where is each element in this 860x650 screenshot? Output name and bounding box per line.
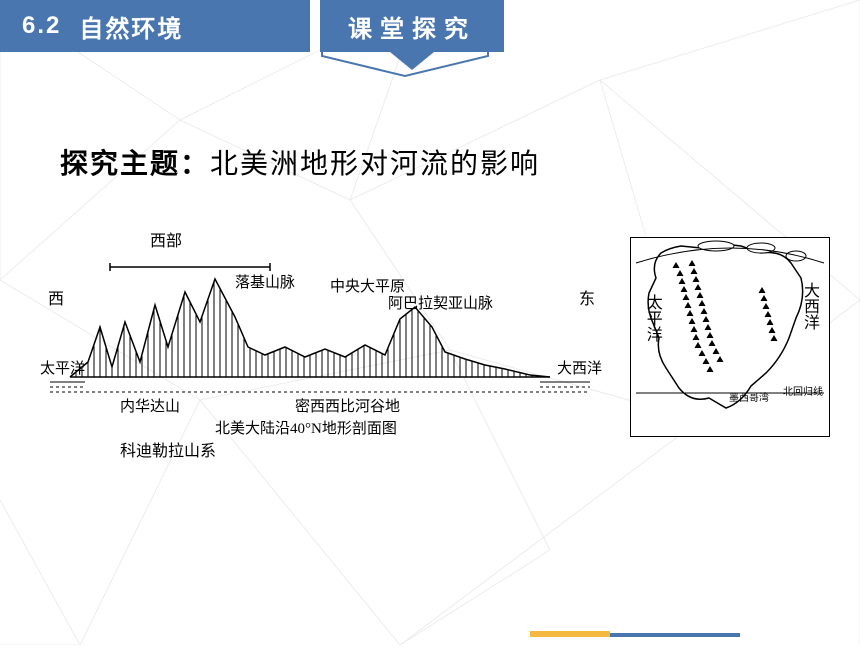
feature-nevada: 内华达山 xyxy=(120,395,180,416)
section-number: 6.2 xyxy=(22,12,61,40)
section-title: 自然环境 xyxy=(79,9,183,44)
header-section: 6.2 自然环境 xyxy=(0,0,310,52)
north-america-map: 太平洋 大西洋 墨西哥湾 北回归线 xyxy=(630,237,830,437)
header-bar: 6.2 自然环境 课堂探究 xyxy=(0,0,860,52)
profile-diagram: 西部 科迪勒拉山系 西 东 太平洋 大西洋 落基山脉 中央大平原 阿巴拉契亚山脉… xyxy=(40,227,610,437)
region-sub-label: 科迪勒拉山系 xyxy=(120,437,216,461)
feature-appalachian: 阿巴拉契亚山脉 xyxy=(388,292,493,313)
accent-yellow xyxy=(530,631,610,637)
map-tropic: 北回归线 xyxy=(783,383,823,398)
accent-blue xyxy=(610,633,740,637)
map-pacific: 太平洋 xyxy=(637,294,666,342)
direction-west: 西 xyxy=(48,285,64,309)
feature-mississippi: 密西西比河谷地 xyxy=(295,395,400,416)
badge-text: 课堂探究 xyxy=(348,9,476,44)
direction-east: 东 xyxy=(579,285,595,309)
map-gulf: 墨西哥湾 xyxy=(729,389,769,404)
region-top-label: 西部 xyxy=(150,227,182,251)
header-badge: 课堂探究 xyxy=(320,0,504,52)
ocean-pacific: 太平洋 xyxy=(40,357,85,378)
footer-accent xyxy=(530,631,740,637)
ocean-atlantic: 大西洋 xyxy=(557,357,602,378)
topic-text: 北美洲地形对河流的影响 xyxy=(210,148,540,179)
topic-label: 探究主题： xyxy=(60,148,210,179)
feature-rocky: 落基山脉 xyxy=(235,271,295,292)
map-atlantic: 大西洋 xyxy=(794,282,823,330)
profile-caption: 北美大陆沿40°N地形剖面图 xyxy=(215,417,397,438)
topic-line: 探究主题：北美洲地形对河流的影响 xyxy=(60,142,860,182)
